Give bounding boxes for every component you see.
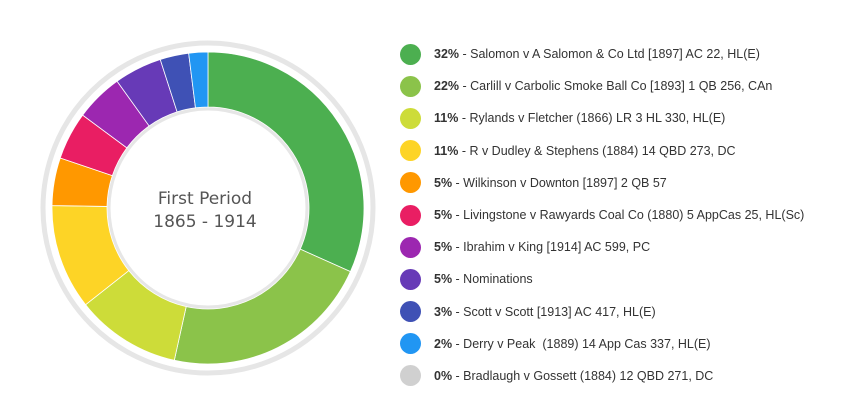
legend-swatch-icon — [400, 236, 421, 258]
legend-item: 3% - Scott v Scott [1913] AC 417, HL(E) — [400, 296, 804, 328]
legend-item: 11% - R v Dudley & Stephens (1884) 14 QB… — [400, 135, 804, 167]
legend-label: 5% - Ibrahim v King [1914] AC 599, PC — [434, 240, 650, 254]
legend-item: 5% - Nominations — [400, 263, 804, 295]
legend-percent: 5% — [434, 208, 453, 223]
legend-item: 0% - Bradlaugh v Gossett (1884) 12 QBD 2… — [400, 360, 804, 392]
legend-label: 5% - Nominations — [434, 272, 533, 286]
legend: 32% - Salomon v A Salomon & Co Ltd [1897… — [400, 38, 804, 392]
legend-name: - Ibrahim v King [1914] AC 599, PC — [452, 240, 651, 255]
legend-name: - R v Dudley & Stephens (1884) 14 QBD 27… — [458, 143, 736, 158]
slice-1 — [207, 51, 365, 273]
legend-swatch-icon — [400, 140, 421, 162]
donut-slices — [51, 51, 365, 365]
center-subtitle: 1865 - 1914 — [153, 212, 256, 232]
legend-name: - Salomon v A Salomon & Co Ltd [1897] AC… — [459, 47, 760, 62]
center-title: First Period — [158, 189, 252, 209]
legend-item: 2% - Derry v Peak (1889) 14 App Cas 337,… — [400, 328, 804, 360]
legend-item: 11% - Rylands v Fletcher (1866) LR 3 HL … — [400, 102, 804, 134]
legend-swatch-icon — [400, 268, 421, 290]
legend-swatch-icon — [400, 204, 421, 226]
legend-percent: 32% — [434, 47, 460, 62]
legend-item: 22% - Carlill v Carbolic Smoke Ball Co [… — [400, 70, 804, 102]
legend-name: - Livingstone v Rawyards Coal Co (1880) … — [452, 208, 805, 223]
legend-label: 2% - Derry v Peak (1889) 14 App Cas 337,… — [434, 337, 711, 351]
legend-name: - Wilkinson v Downton [1897] 2 QB 57 — [452, 175, 667, 190]
legend-swatch-icon — [400, 172, 421, 194]
legend-label: 32% - Salomon v A Salomon & Co Ltd [1897… — [434, 47, 760, 61]
legend-percent: 5% — [434, 175, 453, 190]
legend-percent: 0% — [434, 368, 453, 383]
legend-name: - Carlill v Carbolic Smoke Ball Co [1893… — [459, 79, 773, 94]
legend-swatch-icon — [400, 365, 421, 387]
outer-ring — [40, 40, 376, 376]
legend-name: - Rylands v Fletcher (1866) LR 3 HL 330,… — [458, 111, 726, 126]
legend-percent: 11% — [434, 111, 459, 126]
legend-item: 32% - Salomon v A Salomon & Co Ltd [1897… — [400, 38, 804, 70]
legend-percent: 5% — [434, 272, 453, 287]
legend-name: - Scott v Scott [1913] AC 417, HL(E) — [452, 304, 656, 319]
legend-percent: 2% — [434, 336, 453, 351]
slice-10 — [188, 51, 209, 109]
legend-label: 11% - Rylands v Fletcher (1866) LR 3 HL … — [434, 111, 725, 125]
legend-name: - Nominations — [452, 272, 533, 287]
legend-swatch-icon — [400, 43, 421, 65]
legend-percent: 11% — [434, 143, 459, 158]
legend-swatch-icon — [400, 333, 421, 355]
legend-label: 5% - Livingstone v Rawyards Coal Co (188… — [434, 208, 804, 222]
donut-chart: First Period 1865 - 1914 — [40, 40, 376, 376]
legend-item: 5% - Wilkinson v Downton [1897] 2 QB 57 — [400, 167, 804, 199]
legend-label: 22% - Carlill v Carbolic Smoke Ball Co [… — [434, 79, 772, 93]
legend-label: 11% - R v Dudley & Stephens (1884) 14 QB… — [434, 144, 736, 158]
inner-ring — [105, 105, 311, 311]
legend-swatch-icon — [400, 75, 421, 97]
legend-item: 5% - Livingstone v Rawyards Coal Co (188… — [400, 199, 804, 231]
legend-label: 3% - Scott v Scott [1913] AC 417, HL(E) — [434, 305, 656, 319]
legend-percent: 3% — [434, 304, 453, 319]
legend-item: 5% - Ibrahim v King [1914] AC 599, PC — [400, 231, 804, 263]
legend-label: 5% - Wilkinson v Downton [1897] 2 QB 57 — [434, 176, 667, 190]
legend-swatch-icon — [400, 107, 421, 129]
legend-percent: 22% — [434, 79, 460, 94]
legend-percent: 5% — [434, 240, 453, 255]
legend-name: - Bradlaugh v Gossett (1884) 12 QBD 271,… — [452, 368, 714, 383]
legend-label: 0% - Bradlaugh v Gossett (1884) 12 QBD 2… — [434, 369, 713, 383]
legend-swatch-icon — [400, 301, 421, 323]
legend-name: - Derry v Peak (1889) 14 App Cas 337, HL… — [452, 336, 711, 351]
